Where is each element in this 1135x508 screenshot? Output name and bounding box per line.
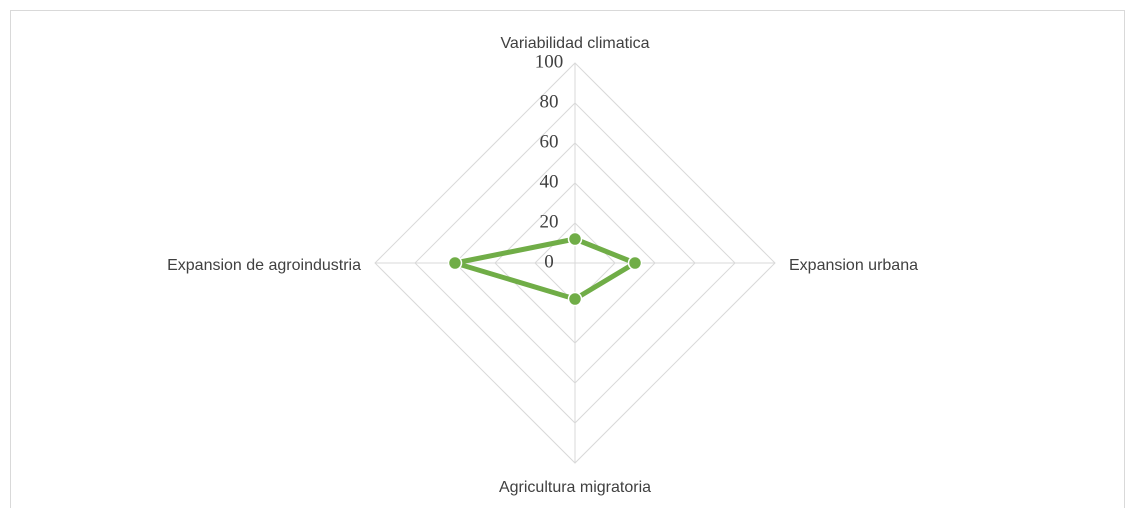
marker	[447, 255, 463, 271]
chart-border	[10, 10, 1125, 508]
r-tick-label: 60	[540, 131, 559, 152]
r-tick-label: 80	[540, 91, 559, 112]
marker	[627, 255, 643, 271]
category-label: Expansion urbana	[789, 257, 918, 274]
category-label: Variabilidad climatica	[500, 35, 649, 52]
r-tick-label: 20	[540, 211, 559, 232]
r-tick-label: 100	[535, 51, 564, 72]
r-tick-label: 0	[544, 251, 554, 272]
marker	[567, 231, 583, 247]
category-label: Expansion de agroindustria	[167, 257, 361, 274]
r-tick-label: 40	[540, 171, 559, 192]
marker	[567, 291, 583, 307]
category-label: Agricultura migratoria	[499, 479, 651, 496]
